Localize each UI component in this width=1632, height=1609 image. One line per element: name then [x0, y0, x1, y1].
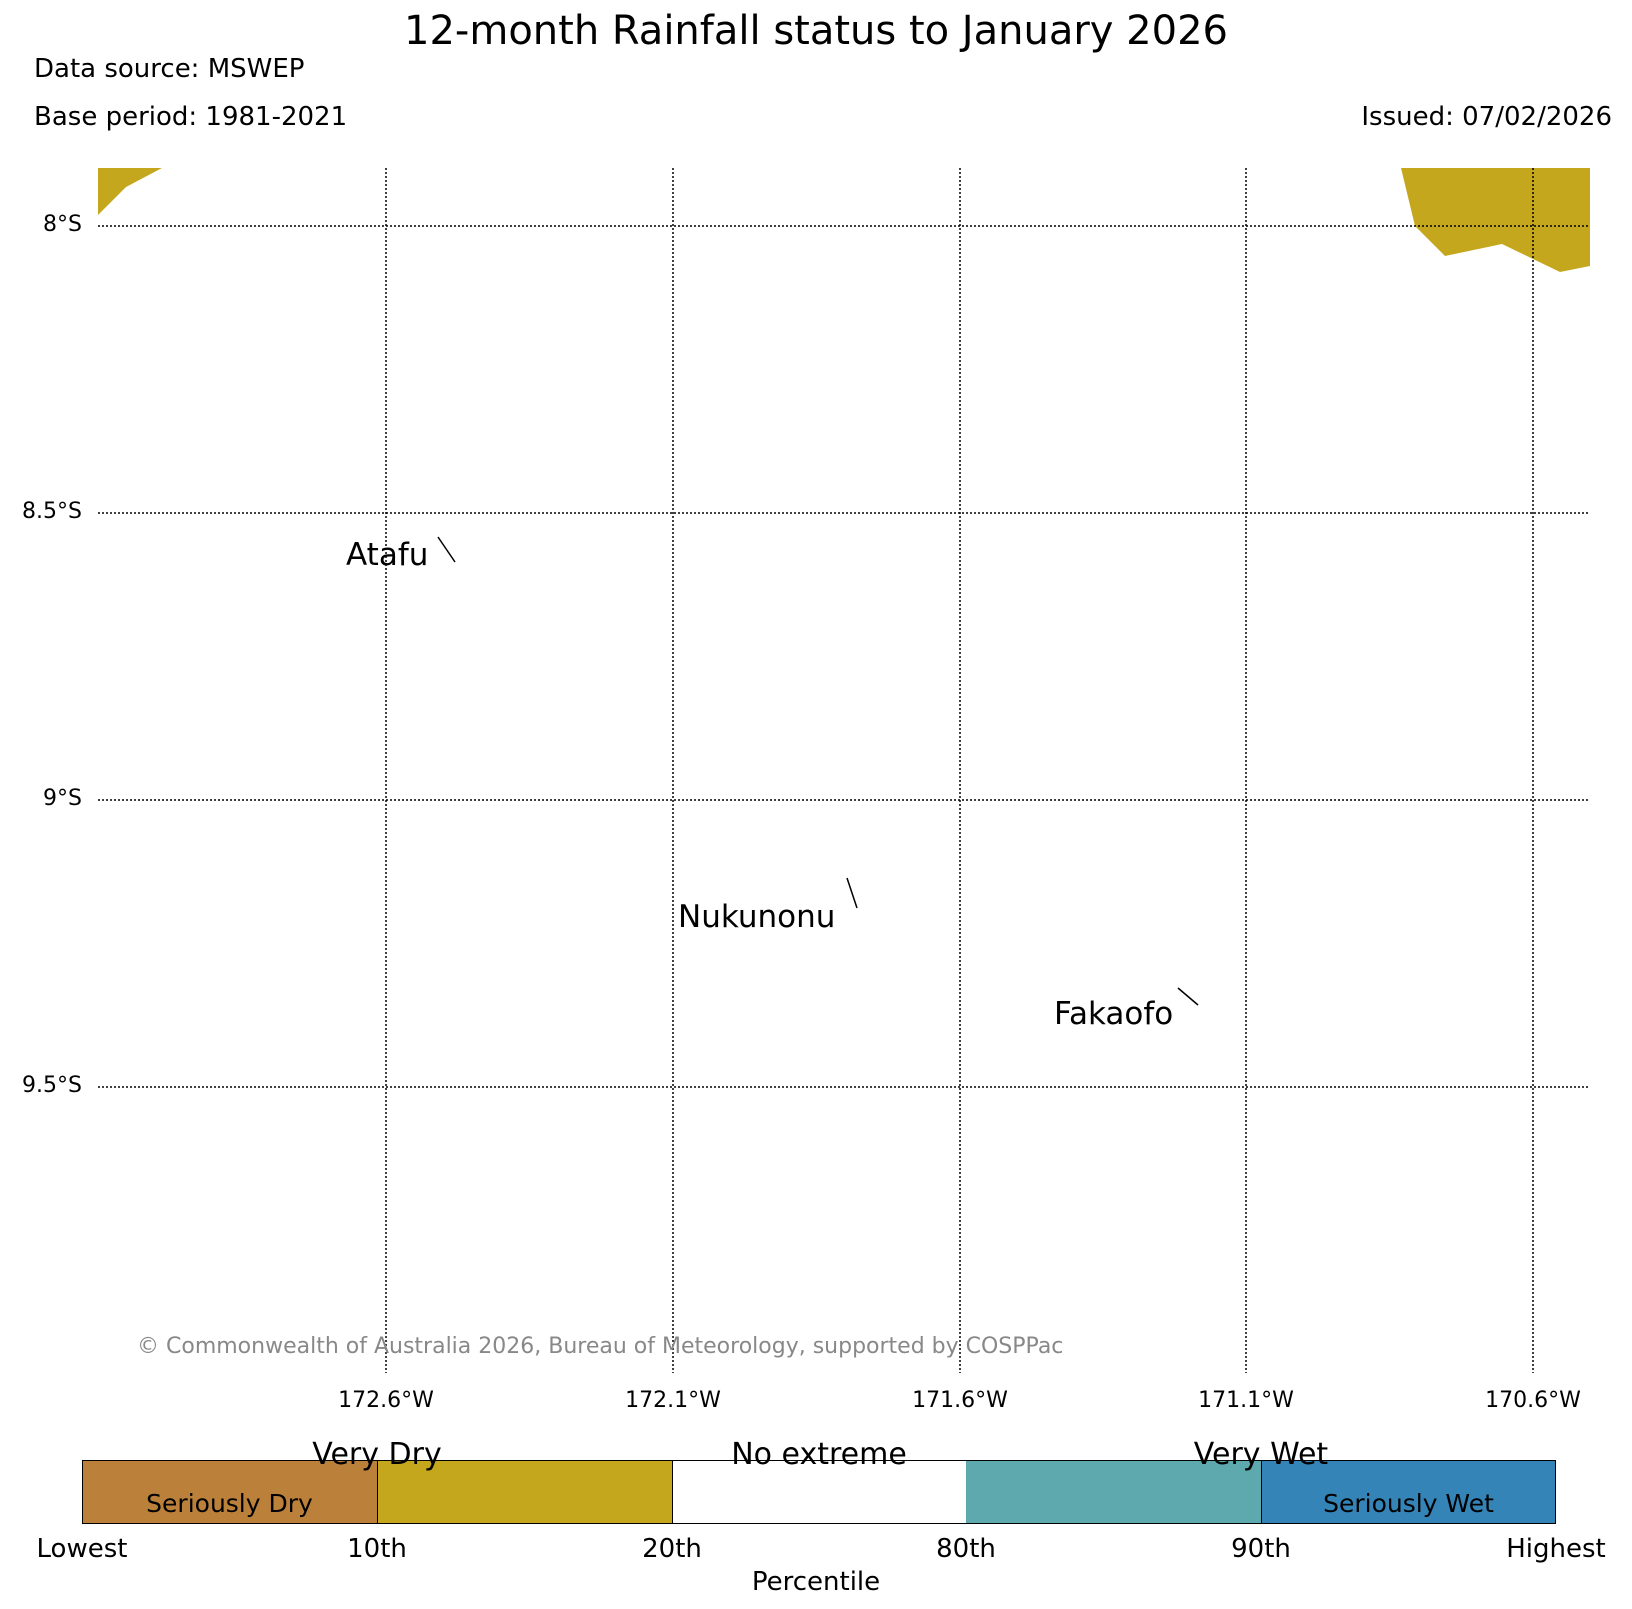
- legend-tick-20th: 20th: [642, 1534, 702, 1564]
- legend-label-seriously-dry: Seriously Dry: [146, 1489, 313, 1518]
- atafu-marker: [437, 536, 456, 563]
- legend-label-very-wet: Very Wet: [1193, 1437, 1329, 1472]
- legend-label-seriously-wet: Seriously Wet: [1323, 1489, 1494, 1518]
- legend-divider: [1261, 1460, 1262, 1524]
- lat-label-8-5s: 8.5°S: [22, 499, 82, 524]
- place-label-fakaofo: Fakaofo: [1054, 996, 1174, 1032]
- lon-label-170-6w: 170.6°W: [1485, 1388, 1581, 1413]
- fakaofo-marker: [1177, 987, 1199, 1006]
- lon-label-171-6w: 171.6°W: [912, 1388, 1008, 1413]
- legend-tick-lowest: Lowest: [36, 1534, 128, 1564]
- legend-axis-label: Percentile: [751, 1567, 881, 1597]
- lon-label-172-1w: 172.1°W: [625, 1388, 721, 1413]
- lon-label-172-6w: 172.6°W: [338, 1388, 434, 1413]
- legend-divider: [672, 1460, 673, 1524]
- very-dry-region-northwest: [98, 168, 162, 215]
- legend-tick-90th: 90th: [1231, 1534, 1291, 1564]
- legend-tick-10th: 10th: [347, 1534, 407, 1564]
- issued-date-label: Issued: 07/02/2026: [1361, 102, 1612, 132]
- lat-label-9-5s: 9.5°S: [22, 1073, 82, 1098]
- legend-label-very-dry: Very Dry: [312, 1437, 442, 1472]
- copyright-notice: © Commonwealth of Australia 2026, Bureau…: [137, 1334, 1064, 1359]
- nukunonu-marker: [846, 877, 858, 909]
- legend-segment-very-dry: [377, 1460, 672, 1524]
- legend-segment-seriously-wet: [1261, 1460, 1556, 1524]
- lat-label-9s: 9°S: [43, 786, 82, 811]
- legend-tick-80th: 80th: [936, 1534, 996, 1564]
- map-title: 12-month Rainfall status to January 2026: [404, 8, 1228, 54]
- place-label-atafu: Atafu: [346, 537, 429, 573]
- lon-label-171-1w: 171.1°W: [1198, 1388, 1294, 1413]
- base-period-label: Base period: 1981-2021: [34, 102, 348, 132]
- legend-segment-seriously-dry: [82, 1460, 377, 1524]
- legend-tick-highest: Highest: [1506, 1534, 1606, 1564]
- data-source-label: Data source: MSWEP: [34, 54, 305, 84]
- legend-divider: [377, 1460, 378, 1524]
- legend-label-no-extreme: No extreme: [731, 1437, 907, 1472]
- very-dry-region-northeast: [1401, 168, 1590, 272]
- place-label-nukunonu: Nukunonu: [678, 899, 836, 935]
- legend-colorbar-frame: [82, 1460, 1556, 1524]
- lat-label-8s: 8°S: [43, 212, 82, 237]
- legend-segment-very-wet: [966, 1460, 1261, 1524]
- legend-segment-no-extreme: [672, 1460, 966, 1524]
